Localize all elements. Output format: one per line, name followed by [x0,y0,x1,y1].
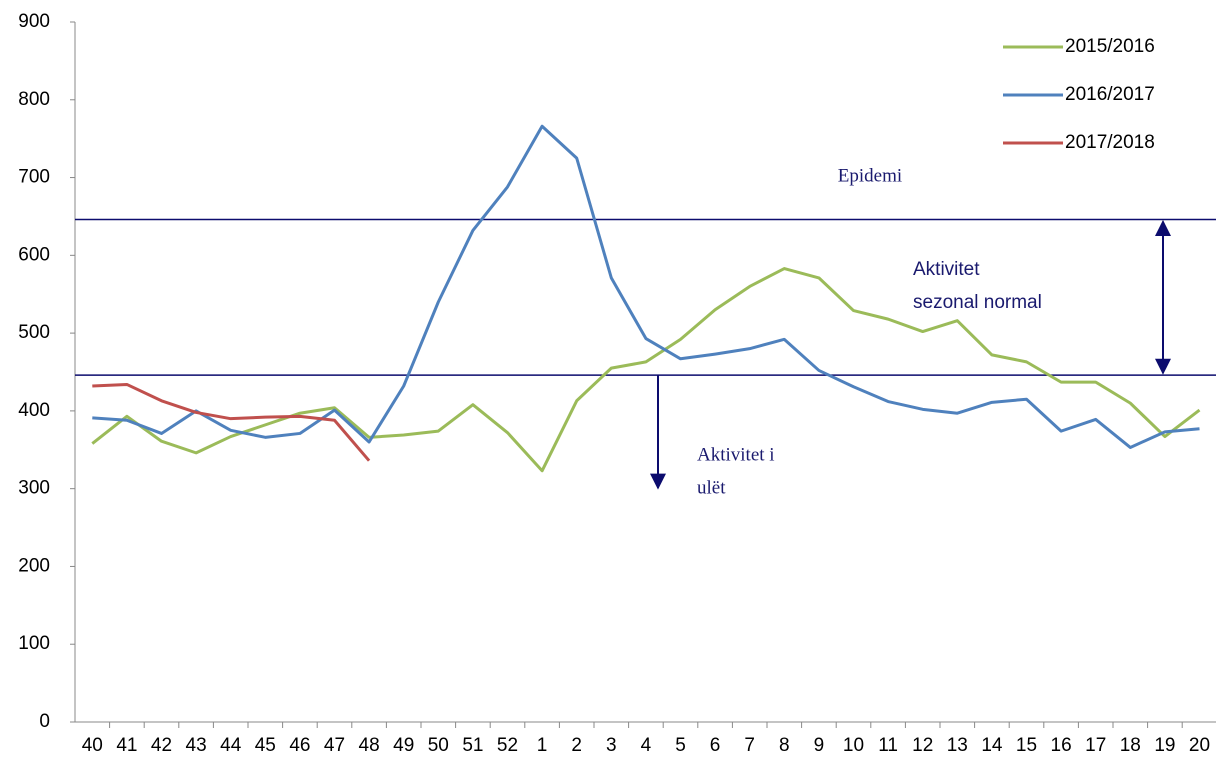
series-line [92,382,371,462]
x-tick-label: 19 [1154,735,1175,756]
x-tick-label: 3 [606,735,617,756]
x-tick-label: 4 [641,735,652,756]
x-tick-label: 10 [843,735,864,756]
x-tick-label: 20 [1189,735,1210,756]
y-tick-label: 100 [18,633,50,654]
y-tick-label: 600 [18,244,50,265]
x-tick-label: 11 [878,735,898,756]
series-line [92,124,1200,449]
y-tick-label: 200 [18,555,50,576]
annotation: Epidemi [838,165,902,186]
annotation: Aktivitet i [697,444,775,465]
x-tick-label: 49 [393,735,414,756]
x-tick-label: 15 [1016,735,1037,756]
y-tick-label: 400 [18,400,50,421]
y-tick-label: 0 [39,711,50,732]
y-tick-label: 500 [18,322,50,343]
x-tick-label: 44 [220,735,242,756]
y-tick-label: 300 [18,478,50,499]
x-tick-label: 18 [1120,735,1141,756]
annotation: sezonal normal [913,292,1042,313]
x-tick-label: 5 [675,735,686,756]
x-tick-label: 42 [151,735,172,756]
x-tick-label: 17 [1085,735,1106,756]
x-tick-label: 41 [116,735,137,756]
x-tick-label: 46 [289,735,310,756]
x-tick-label: 51 [462,735,483,756]
x-tick-label: 52 [497,735,518,756]
legend-label: 2015/2016 [1065,36,1155,57]
series-line [91,267,1201,473]
y-tick-label: 700 [18,167,50,188]
y-tick-label: 800 [18,89,50,110]
legend-label: 2016/2017 [1065,84,1155,105]
x-tick-label: 43 [186,735,207,756]
y-tick-label: 900 [18,11,50,32]
x-tick-label: 40 [82,735,103,756]
x-tick-label: 13 [947,735,968,756]
x-tick-label: 7 [744,735,755,756]
x-tick-label: 12 [912,735,933,756]
x-tick-label: 45 [255,735,276,756]
x-tick-label: 8 [779,735,790,756]
x-tick-label: 48 [359,735,380,756]
x-tick-label: 6 [710,735,721,756]
annotation: Aktivitet [913,259,980,280]
x-tick-label: 9 [814,735,825,756]
x-tick-label: 2 [571,735,582,756]
x-tick-label: 14 [981,735,1003,756]
x-tick-label: 50 [428,735,449,756]
x-tick-label: 1 [537,735,548,756]
x-tick-label: 16 [1051,735,1072,756]
annotation: ulët [697,477,726,498]
x-tick-label: 47 [324,735,345,756]
legend-label: 2017/2018 [1065,132,1155,153]
